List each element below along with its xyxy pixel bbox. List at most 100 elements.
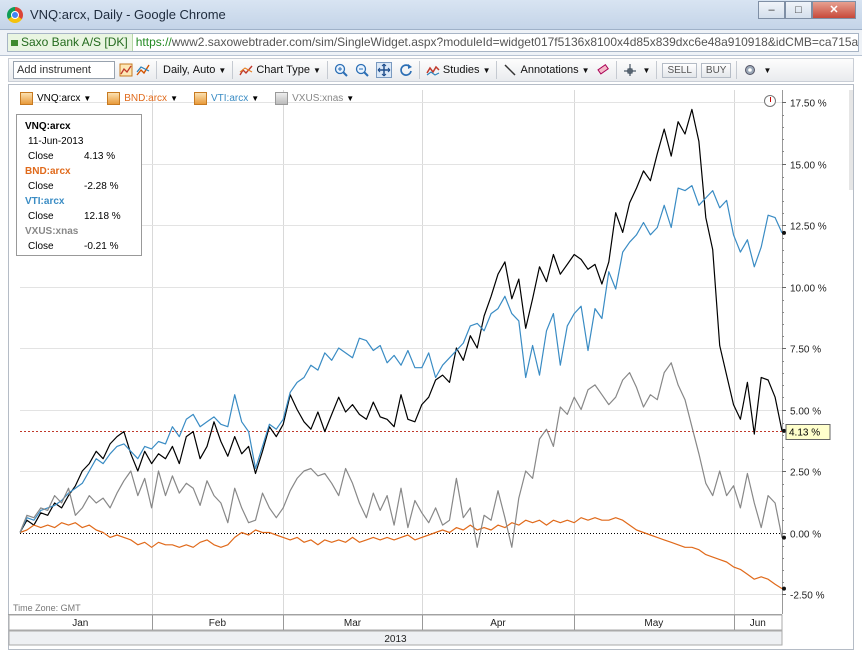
timezone-label: Time Zone: GMT (13, 603, 81, 613)
refresh-icon[interactable] (399, 63, 413, 77)
x-tick-label: Feb (209, 618, 227, 629)
studies-label: Studies (442, 64, 480, 76)
y-tick-label: 10.00 % (790, 284, 827, 295)
chart-toolbar: Add instrument Daily, Auto ▼ Chart Type ▼ … (8, 58, 854, 82)
series-line-vti (19, 185, 783, 533)
maximize-button[interactable]: □ (785, 1, 812, 19)
chart-type-icon (239, 63, 253, 77)
secure-label: Saxo Bank A/S [DK] (21, 35, 128, 49)
series-line-vnq (19, 108, 783, 533)
legend-symbol: VTI:arcx (25, 196, 65, 207)
window-titlebar: VNQ:arcx, Daily - Google Chrome – □ ✕ (0, 0, 862, 30)
chevron-down-icon: ▼ (218, 65, 227, 75)
scrollbar (849, 90, 853, 190)
month-band (8, 614, 783, 631)
y-tick-label: 5.00 % (790, 407, 821, 418)
instrument-icon (20, 92, 33, 105)
crosshair-dropdown[interactable]: ▼ (620, 63, 654, 77)
legend-date: 11-Jun-2013 (28, 136, 84, 147)
crosshair-icon (623, 63, 637, 77)
chevron-down-icon: ▼ (312, 65, 321, 75)
chevron-down-icon: ▼ (482, 65, 491, 75)
legend-close-label: Close (28, 181, 54, 192)
url-box[interactable]: Saxo Bank A/S [DK] https://www2.saxowebtr… (7, 33, 859, 52)
studies-icon (426, 63, 440, 77)
eraser-icon[interactable] (596, 63, 610, 77)
instrument-icon (193, 92, 207, 105)
y-tick-label: 15.00 % (790, 161, 827, 172)
legend-close-label: Close (28, 241, 54, 252)
chevron-down-icon: ▼ (346, 94, 355, 103)
current-value-callout: 4.13 % (785, 424, 831, 440)
y-tick-label: 12.50 % (790, 222, 827, 233)
window-title: VNQ:arcx, Daily - Google Chrome (30, 7, 226, 22)
series-selector-label: VTI:arcx (210, 93, 249, 104)
legend-value: 4.13 % (84, 151, 116, 162)
legend-close-label: Close (28, 151, 54, 162)
chevron-down-icon: ▼ (763, 65, 772, 75)
chart-type-label: Chart Type (256, 64, 310, 76)
legend-value: -0.21 % (84, 241, 119, 252)
series-end-marker (782, 586, 786, 591)
x-tick-label: Mar (344, 618, 362, 629)
legend-value: -2.28 % (84, 181, 119, 192)
x-tick-label: May (644, 618, 663, 629)
current-value-label: 4.13 % (789, 428, 820, 439)
legend-symbol: VNQ:arcx (25, 121, 71, 132)
legend-value: 12.18 % (84, 211, 121, 222)
lock-icon (11, 40, 18, 46)
x-tick-label: Apr (490, 618, 506, 629)
chevron-down-icon: ▼ (83, 94, 92, 103)
add-instrument-input[interactable]: Add instrument (13, 61, 115, 79)
series-selector-label: VXUS:xnas (292, 93, 344, 104)
secure-badge[interactable]: Saxo Bank A/S [DK] (8, 34, 133, 51)
instrument-icon (107, 92, 121, 105)
url-text[interactable]: https://www2.saxowebtrader.com/sim/Singl… (133, 34, 859, 51)
chevron-down-icon: ▼ (170, 94, 178, 103)
series-selector-bnd[interactable]: BND:arcx ▼ (107, 92, 178, 105)
line-tool-icon (503, 63, 517, 77)
x-tick-label: Jun (750, 618, 766, 629)
series-selector-vxus[interactable]: VXUS:xnas ▼ (275, 92, 354, 105)
y-tick-label: -2.50 % (790, 591, 825, 602)
y-tick-label: 7.50 % (790, 345, 821, 356)
annotations-dropdown[interactable]: Annotations ▼ (500, 63, 592, 77)
series-end-marker (782, 230, 786, 235)
zoom-in-icon[interactable] (334, 63, 348, 77)
scale-label: Auto (192, 64, 216, 76)
zoom-out-icon[interactable] (355, 63, 369, 77)
period-dropdown[interactable]: Daily, Auto ▼ (160, 64, 229, 76)
series-selector-label: VNQ:arcx (37, 93, 81, 104)
legend-symbol: VXUS:xnas (25, 226, 79, 237)
y-tick-label: 0.00 % (790, 530, 821, 541)
compare-icon[interactable] (136, 63, 150, 77)
legend-symbol: BND:arcx (25, 166, 71, 177)
series-end-marker (782, 428, 786, 433)
add-instrument-icon[interactable] (119, 63, 133, 77)
data-legend: VNQ:arcx 11-Jun-2013 Close 4.13 % BND:arc… (16, 114, 142, 256)
close-button[interactable]: ✕ (812, 1, 856, 19)
pan-icon[interactable] (375, 62, 392, 78)
legend-close-label: Close (28, 211, 54, 222)
year-label: 2013 (384, 634, 407, 645)
chevron-down-icon: ▼ (642, 65, 651, 75)
y-tick-label: 2.50 % (790, 468, 821, 479)
studies-dropdown[interactable]: Studies ▼ (423, 63, 494, 77)
year-band (8, 630, 783, 646)
x-tick-label: Jan (72, 618, 88, 629)
sell-button[interactable]: SELL (662, 62, 697, 78)
series-selector-vnq[interactable]: VNQ:arcx ▼ (20, 92, 91, 105)
clock-icon[interactable] (764, 95, 776, 107)
period-label: Daily, (163, 64, 190, 76)
url-path: www2.saxowebtrader.com/sim/SingleWidget.… (171, 35, 859, 49)
settings-dropdown[interactable]: ▼ (740, 63, 774, 77)
url-scheme: https:// (135, 35, 172, 49)
series-selector-vti[interactable]: VTI:arcx ▼ (193, 92, 260, 105)
minimize-button[interactable]: – (758, 1, 785, 19)
chevron-down-icon: ▼ (251, 94, 260, 103)
chart-type-dropdown[interactable]: Chart Type ▼ (236, 63, 324, 77)
series-line-vxus (19, 362, 783, 548)
settings-icon (743, 63, 757, 77)
buy-button[interactable]: BUY (700, 62, 732, 78)
